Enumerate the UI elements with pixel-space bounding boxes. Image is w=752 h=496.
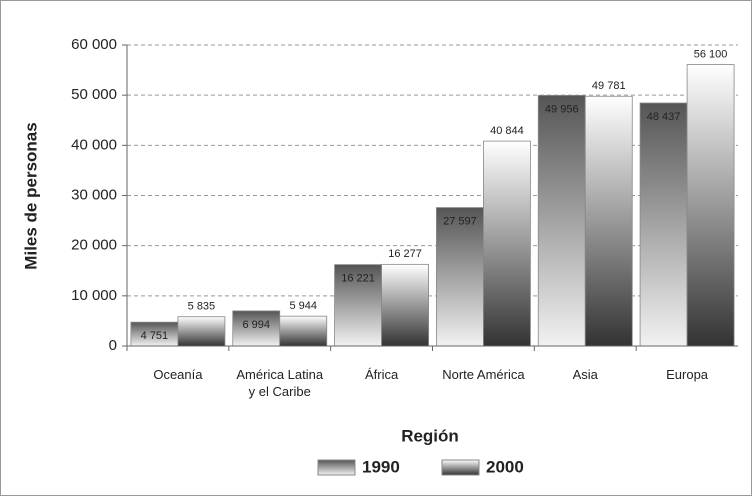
data-label: 16 277 xyxy=(388,248,422,260)
x-tick-label: África xyxy=(364,367,399,382)
data-label: 48 437 xyxy=(647,111,681,123)
legend-label: 2000 xyxy=(486,457,524,476)
data-label: 27 597 xyxy=(443,215,477,227)
bar xyxy=(639,102,688,347)
y-tick-label: 50 000 xyxy=(71,86,117,103)
data-label: 5 944 xyxy=(289,300,317,312)
y-axis-title: Miles de personas xyxy=(21,122,40,269)
bar xyxy=(177,316,226,347)
y-tick-label: 60 000 xyxy=(71,36,117,53)
legend-label: 1990 xyxy=(362,457,400,476)
y-tick-label: 30 000 xyxy=(71,186,117,203)
x-axis-title: Región xyxy=(401,426,459,445)
bar xyxy=(537,94,586,347)
x-tick-label: Norte América xyxy=(442,367,525,382)
y-tick-label: 0 xyxy=(109,337,117,354)
y-tick-label: 40 000 xyxy=(71,136,117,153)
bar xyxy=(279,315,328,347)
x-tick-label: Europa xyxy=(666,367,709,382)
data-label: 40 844 xyxy=(490,125,524,137)
data-label: 6 994 xyxy=(242,319,270,331)
bar xyxy=(381,263,429,347)
x-tick-label: América Latina y el Caribe xyxy=(236,367,324,399)
data-label: 5 835 xyxy=(188,301,216,313)
data-label: 49 956 xyxy=(545,103,579,115)
x-tick-label: Oceanía xyxy=(153,367,203,382)
data-label: 49 781 xyxy=(592,80,626,92)
legend-swatch xyxy=(441,459,480,476)
data-label: 16 221 xyxy=(341,273,375,285)
bar xyxy=(436,207,484,347)
y-tick-label: 10 000 xyxy=(71,287,117,304)
data-label: 4 751 xyxy=(141,330,169,342)
bar xyxy=(584,95,633,347)
bar xyxy=(686,64,735,347)
x-tick-label: Asia xyxy=(572,367,598,382)
data-label: 56 100 xyxy=(694,48,728,60)
y-tick-label: 20 000 xyxy=(71,237,117,254)
legend-swatch xyxy=(317,459,356,476)
bar xyxy=(483,140,531,347)
